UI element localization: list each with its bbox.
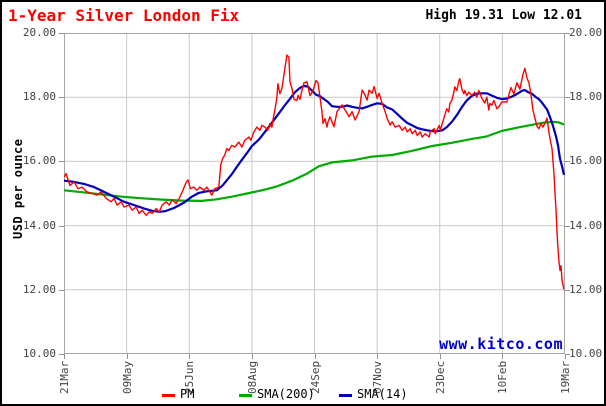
y-tick-mark <box>565 161 570 163</box>
x-tick-label: 21Mar <box>58 360 71 394</box>
price-lines-svg <box>64 33 565 354</box>
x-tick-label: 19Mar <box>559 360 572 394</box>
x-tick-label: 10Feb <box>496 360 510 394</box>
y-tick-mark <box>59 354 64 355</box>
y-tick-mark <box>565 354 570 355</box>
y-tick-label-right: 12.00 <box>569 282 603 296</box>
high-low-readout: High 19.31 Low 12.01 <box>425 8 582 23</box>
y-tick-label-right: 18.00 <box>569 90 603 104</box>
y-tick-mark <box>59 97 64 99</box>
y-tick-label-left: 16.00 <box>22 154 56 168</box>
x-tick-mark <box>565 354 566 359</box>
x-tick-mark <box>439 354 441 359</box>
y-tick-mark <box>565 33 570 34</box>
y-tick-mark <box>59 289 64 291</box>
x-tick-mark <box>126 354 128 359</box>
series-line-sma-14- <box>64 84 565 213</box>
plot-area: www.kitco.com <box>64 33 565 354</box>
y-tick-label-left: 12.00 <box>22 282 56 296</box>
y-tick-label-right: 10.00 <box>569 347 603 360</box>
legend-swatch-sma-200- <box>239 394 252 397</box>
x-tick-mark <box>314 354 316 359</box>
legend-swatch-sma-14- <box>339 394 352 397</box>
y-tick-mark <box>59 225 64 227</box>
y-tick-label-right: 14.00 <box>569 218 603 232</box>
chart-title: 1-Year Silver London Fix <box>8 6 240 25</box>
legend-label: SMA(14) <box>357 387 408 401</box>
y-tick-mark <box>565 97 570 99</box>
y-tick-label-left: 20.00 <box>22 26 56 39</box>
y-tick-mark <box>565 225 570 227</box>
x-tick-mark <box>64 354 65 359</box>
x-tick-mark <box>502 354 504 359</box>
y-tick-label-right: 16.00 <box>569 154 603 168</box>
y-tick-label-right: 20.00 <box>569 26 603 39</box>
x-tick-label: 09May <box>120 360 134 394</box>
y-tick-label-left: 10.00 <box>22 347 56 360</box>
legend-swatch-pm <box>162 394 175 397</box>
kitco-watermark: www.kitco.com <box>439 335 563 353</box>
series-line-sma-200- <box>64 120 565 202</box>
y-tick-label-left: 14.00 <box>22 218 56 232</box>
legend-label: PM <box>180 387 195 401</box>
y-tick-mark <box>59 33 64 34</box>
y-tick-label-left: 18.00 <box>22 90 56 104</box>
x-tick-mark <box>189 354 191 359</box>
legend-label: SMA(200) <box>257 387 315 401</box>
plot-border <box>64 33 565 354</box>
x-tick-mark <box>251 354 253 359</box>
x-tick-label: 23Dec <box>433 360 447 394</box>
y-tick-mark <box>59 161 64 163</box>
series-line-pm <box>64 54 565 290</box>
x-tick-mark <box>377 354 379 359</box>
y-tick-mark <box>565 289 570 291</box>
